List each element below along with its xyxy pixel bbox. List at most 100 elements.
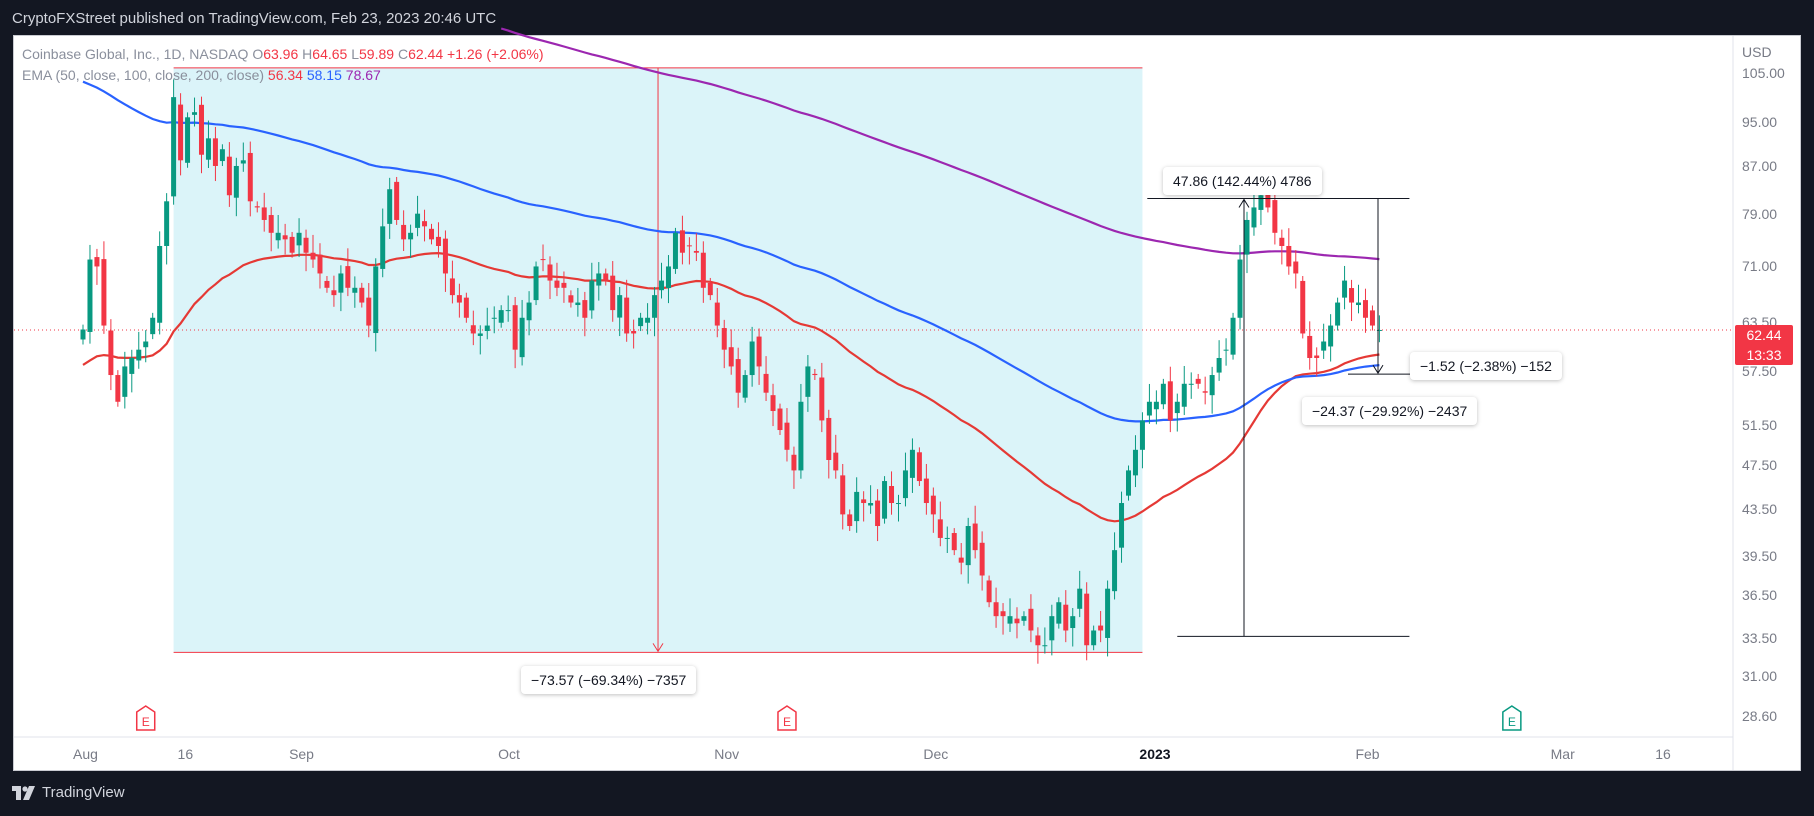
currency-label: USD (1742, 44, 1772, 60)
candle-body (101, 259, 107, 326)
instrument-name: Coinbase Global, Inc., 1D, NASDAQ (22, 46, 249, 62)
candle-body (373, 266, 379, 334)
candle-body (659, 280, 665, 291)
last-price: 62.44 (1746, 327, 1782, 343)
candle-body (582, 300, 588, 318)
candle-body (519, 317, 525, 358)
earnings-icon (777, 705, 797, 731)
candle-body (470, 325, 476, 334)
candle-body (226, 156, 232, 196)
candle-body (575, 302, 581, 306)
candle-body (1272, 200, 1278, 233)
time-tick-label: Mar (1550, 746, 1575, 762)
measure-label-small[interactable]: −1.52 (−2.38%) −152 (1410, 352, 1562, 380)
candle-body (979, 542, 985, 576)
candle-body (645, 317, 651, 323)
candle-body (366, 297, 372, 326)
candle-body (1300, 280, 1306, 334)
candle-body (1112, 550, 1118, 592)
candle-body (505, 310, 511, 312)
open-label: O (252, 46, 264, 62)
candle-body (735, 359, 741, 393)
candle-body (631, 330, 637, 334)
candle-body (1244, 219, 1250, 255)
candle-body (1293, 261, 1299, 274)
candle-body (1014, 618, 1020, 624)
candle-body (819, 377, 825, 421)
candle-body (289, 236, 295, 253)
ema50-value: 56.34 (267, 67, 303, 83)
candle-body (937, 519, 943, 538)
candle-body (610, 275, 616, 311)
candle-body (840, 475, 846, 515)
candle-body (686, 245, 692, 247)
earnings-icon (1502, 705, 1522, 731)
candle-body (889, 486, 895, 504)
candle-body (1181, 383, 1187, 407)
time-tick-label: Dec (923, 746, 949, 762)
candle-body (1126, 470, 1131, 496)
candle-body (868, 503, 874, 506)
candle-body (833, 452, 839, 471)
measure-up-head (1238, 198, 1250, 208)
candle-body (1279, 237, 1285, 246)
candle-body (477, 333, 483, 336)
candle-body (1328, 325, 1334, 347)
earnings-icon (135, 705, 156, 731)
candle-body (129, 357, 135, 374)
candle-body (387, 189, 393, 224)
brand-name: TradingView (42, 784, 125, 801)
candle-body (247, 152, 253, 202)
candle-body (1307, 335, 1313, 358)
price-tick-label: 57.50 (1742, 362, 1778, 379)
candle-body (282, 235, 288, 240)
candle-body (568, 295, 574, 303)
ema200-value: 78.67 (345, 67, 381, 83)
measure-label-up[interactable]: 47.86 (142.44%) 4786 (1163, 167, 1322, 195)
candle-body (254, 206, 260, 208)
candle-body (1105, 588, 1111, 638)
candle-body (456, 295, 462, 303)
candle-body (540, 259, 546, 261)
time-tick-label: 16 (177, 746, 194, 762)
candle-body (136, 349, 142, 361)
candle-body (638, 317, 644, 327)
candle-body (1098, 625, 1104, 631)
close-label: C (397, 46, 409, 62)
time-tick-label: Aug (73, 746, 98, 762)
candle-body (652, 295, 658, 318)
candle-body (491, 317, 497, 319)
candle-body (916, 452, 922, 482)
candle-body (1237, 259, 1243, 318)
candle-body (1139, 420, 1145, 450)
candle-body (1042, 645, 1048, 647)
candle-body (986, 580, 992, 603)
earnings-icon-letter: E (142, 715, 150, 729)
candle-body (463, 297, 469, 318)
candle-body (1251, 207, 1257, 228)
price-tick-label: 28.60 (1742, 708, 1778, 724)
candle-body (150, 317, 156, 335)
candle-body (240, 160, 246, 164)
publish-header: CryptoFXStreet published on TradingView.… (12, 10, 497, 27)
candle-body (1063, 604, 1069, 631)
price-tick-label: 79.00 (1742, 205, 1778, 222)
measure-label-down[interactable]: −73.57 (−69.34%) −7357 (521, 666, 697, 694)
candle-body (1091, 630, 1097, 646)
candle-body (798, 401, 804, 471)
candle-body (268, 215, 274, 233)
measure-label-drop[interactable]: −24.37 (−29.92%) −2437 (1302, 397, 1478, 425)
ema-label: EMA (50, close, 100, close, 200, close) (22, 67, 265, 83)
tradingview-logo[interactable]: TradingView (12, 784, 125, 801)
candle-body (728, 347, 734, 367)
price-tick-label: 43.50 (1742, 500, 1778, 517)
candle-body (1314, 355, 1320, 358)
chart-legend: Coinbase Global, Inc., 1D, NASDAQ O63.96… (22, 44, 544, 86)
candle-body (1167, 381, 1173, 421)
candle-body (1230, 317, 1236, 355)
candle-body (812, 373, 818, 376)
candle-body (1223, 349, 1229, 351)
candle-body (763, 373, 769, 393)
candle-body (777, 408, 783, 431)
